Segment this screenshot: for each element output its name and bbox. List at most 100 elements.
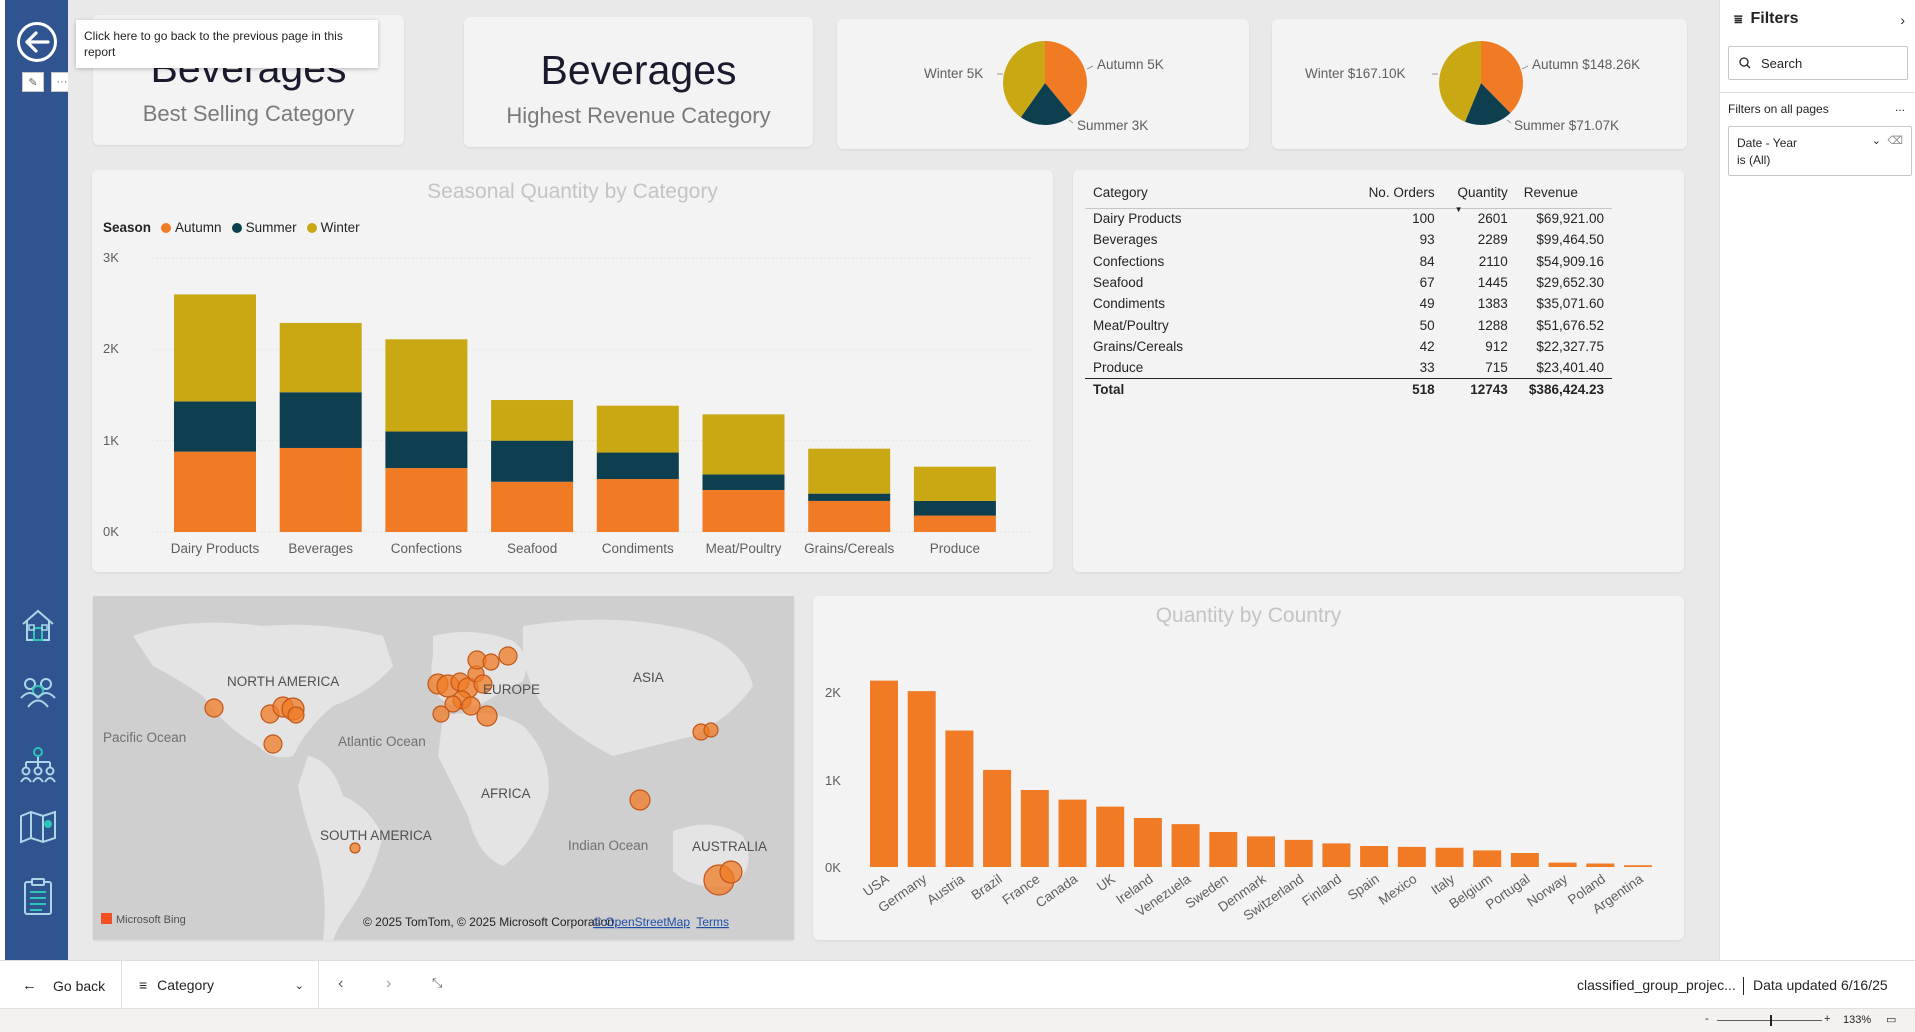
pin-icon[interactable]: ✎ <box>22 72 44 92</box>
zoom-out-icon[interactable]: - <box>1705 1013 1709 1025</box>
back-arrow-icon[interactable] <box>17 22 57 62</box>
col-header-orders[interactable]: No. Orders <box>1368 185 1435 201</box>
country-bar[interactable] <box>945 730 974 868</box>
bar-segment-summer[interactable] <box>808 493 891 501</box>
users-icon[interactable] <box>19 672 57 710</box>
bar-segment-winter[interactable] <box>491 400 574 441</box>
map-bubble[interactable] <box>461 696 481 716</box>
table-row[interactable]: Meat/Poultry 50 1288 $51,676.52 <box>1085 314 1612 335</box>
legend-item-autumn[interactable]: Autumn <box>175 220 222 235</box>
country-bar[interactable] <box>1360 846 1389 867</box>
bar-segment-summer[interactable] <box>702 474 785 490</box>
bar-segment-autumn[interactable] <box>596 479 679 532</box>
bar-segment-summer[interactable] <box>596 452 679 480</box>
map-visual[interactable]: NORTH AMERICA EUROPE ASIA Pacific Ocean … <box>93 596 794 940</box>
country-bar[interactable] <box>1020 790 1049 867</box>
table-row[interactable]: Confections 84 2110 $54,909.16 <box>1085 251 1612 272</box>
bar-segment-autumn[interactable] <box>385 468 468 532</box>
map-bubble[interactable] <box>629 789 651 811</box>
bar-segment-summer[interactable] <box>279 392 362 448</box>
bar-segment-winter[interactable] <box>913 466 996 501</box>
table-row[interactable]: Grains/Cereals 42 912 $22,327.75 <box>1085 336 1612 357</box>
map-bubble[interactable] <box>473 674 493 694</box>
osm-link[interactable]: © OpenStreetMap <box>593 915 690 929</box>
page-selector[interactable]: ≡ Category ⌄ <box>139 977 304 993</box>
country-bar[interactable] <box>1096 806 1125 867</box>
clipboard-icon[interactable] <box>19 878 57 916</box>
terms-link[interactable]: Terms <box>696 915 729 929</box>
map-bubble[interactable] <box>703 722 719 738</box>
country-bar[interactable] <box>983 769 1012 867</box>
bar-segment-autumn[interactable] <box>279 447 362 532</box>
table-row[interactable]: Produce 33 715 $23,401.40 <box>1085 357 1612 378</box>
bar-segment-autumn[interactable] <box>491 481 574 532</box>
country-bar[interactable] <box>907 691 936 867</box>
chevron-down-icon[interactable]: ⌄ <box>1871 135 1881 147</box>
bar-segment-autumn[interactable] <box>808 500 891 532</box>
bar-segment-winter[interactable] <box>596 405 679 453</box>
map-bubble[interactable] <box>482 653 500 671</box>
map-bubble[interactable] <box>204 698 224 718</box>
collapse-pane-icon[interactable]: › <box>1900 12 1905 28</box>
zoom-in-icon[interactable]: + <box>1824 1013 1831 1025</box>
bar-segment-summer[interactable] <box>913 500 996 516</box>
map-bubble[interactable] <box>719 860 743 884</box>
country-bar[interactable] <box>1624 865 1652 867</box>
col-header-revenue[interactable]: Revenue <box>1523 185 1578 201</box>
filter-card-date-year[interactable]: Date - Year is (All) ⌄ ⌫ <box>1728 126 1912 176</box>
country-bar[interactable] <box>1397 846 1426 867</box>
bar-segment-winter[interactable] <box>702 414 785 475</box>
fit-to-page-icon[interactable]: ▭ <box>1886 1014 1897 1026</box>
country-bar[interactable] <box>1435 847 1464 867</box>
legend-item-winter[interactable]: Winter <box>320 220 360 235</box>
bar-segment-winter[interactable] <box>385 339 468 432</box>
country-bar[interactable] <box>1058 799 1087 867</box>
country-bar[interactable] <box>1133 818 1162 867</box>
table-row[interactable]: Dairy Products 100 2601 $69,921.00 <box>1085 208 1612 229</box>
country-bar[interactable] <box>1171 824 1200 867</box>
clear-filter-icon[interactable]: ⌫ <box>1887 135 1903 147</box>
table-row[interactable]: Beverages 93 2289 $99,464.50 <box>1085 229 1612 250</box>
map-icon[interactable] <box>19 808 57 846</box>
country-bar[interactable] <box>1209 832 1238 867</box>
country-bar[interactable] <box>1473 850 1502 867</box>
collapse-icon[interactable]: ⤡ <box>432 975 443 990</box>
col-header-quantity[interactable]: Quantity ▼ <box>1454 185 1508 214</box>
map-bubble[interactable] <box>498 646 518 666</box>
table-row[interactable]: Condiments 49 1383 $35,071.60 <box>1085 293 1612 314</box>
bar-segment-autumn[interactable] <box>174 451 256 532</box>
bar-segment-summer[interactable] <box>491 440 574 482</box>
table-row[interactable]: Seafood 67 1445 $29,652.30 <box>1085 272 1612 293</box>
country-bar[interactable] <box>1322 843 1351 867</box>
zoom-slider-thumb[interactable] <box>1770 1015 1772 1026</box>
map-bubble[interactable] <box>444 695 462 713</box>
more-options-icon[interactable]: ... <box>1894 100 1905 114</box>
map-bubble[interactable] <box>476 705 498 727</box>
next-page-icon[interactable]: › <box>386 975 392 992</box>
col-header-category[interactable]: Category <box>1093 185 1148 201</box>
bar-segment-winter[interactable] <box>808 448 891 494</box>
map-bubble[interactable] <box>349 842 361 854</box>
zoom-slider[interactable] <box>1717 1020 1822 1021</box>
filters-search-input[interactable]: Search <box>1728 46 1908 80</box>
bar-segment-summer[interactable] <box>174 401 256 452</box>
previous-page-icon[interactable]: ‹ <box>338 975 344 992</box>
home-icon[interactable] <box>19 606 57 644</box>
country-bar[interactable] <box>1247 836 1275 867</box>
bar-segment-winter[interactable] <box>279 322 362 393</box>
map-bubble[interactable] <box>287 706 305 724</box>
org-chart-icon[interactable] <box>19 746 57 784</box>
go-back-button[interactable]: ← Go back <box>22 977 106 994</box>
country-bar[interactable] <box>1548 862 1577 867</box>
bar-segment-autumn[interactable] <box>913 515 996 532</box>
map-bubble[interactable] <box>263 734 283 754</box>
country-bar[interactable] <box>1284 839 1313 867</box>
country-bar[interactable] <box>870 680 898 867</box>
bar-segment-summer[interactable] <box>385 431 468 469</box>
country-bar[interactable] <box>1586 863 1615 868</box>
bar-segment-autumn[interactable] <box>702 489 785 532</box>
country-bar[interactable] <box>1510 853 1539 867</box>
bar-segment-winter[interactable] <box>174 294 256 402</box>
map-bubble[interactable] <box>432 705 450 723</box>
legend-item-summer[interactable]: Summer <box>245 220 297 235</box>
